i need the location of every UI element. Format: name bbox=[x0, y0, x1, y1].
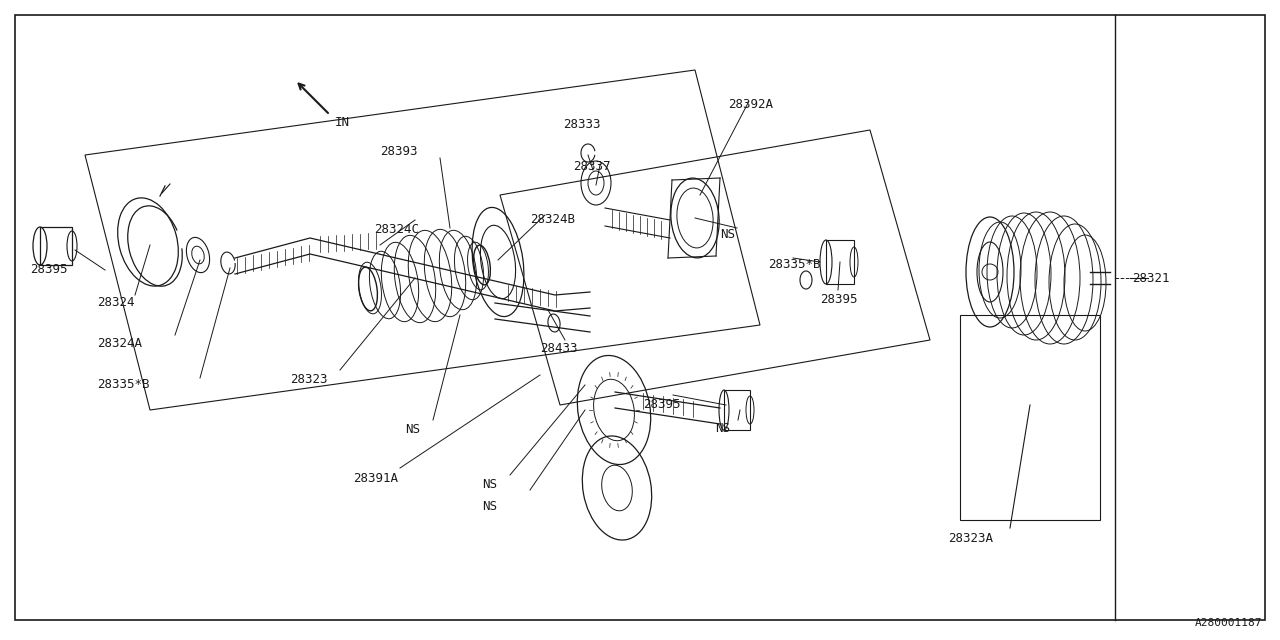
Text: 28324C: 28324C bbox=[374, 223, 419, 236]
Text: 28324A: 28324A bbox=[97, 337, 142, 350]
Text: 28335*B: 28335*B bbox=[97, 378, 150, 391]
Text: 28337: 28337 bbox=[573, 160, 611, 173]
Text: 28323A: 28323A bbox=[948, 532, 993, 545]
Bar bbox=[724, 390, 750, 430]
Bar bbox=[826, 240, 854, 284]
Text: IN: IN bbox=[335, 116, 349, 129]
Text: 28393: 28393 bbox=[380, 145, 417, 158]
Text: 28323: 28323 bbox=[291, 373, 328, 386]
Text: NS: NS bbox=[716, 422, 730, 435]
Text: 28395: 28395 bbox=[643, 398, 681, 411]
Text: NS: NS bbox=[483, 478, 497, 491]
Text: 28395: 28395 bbox=[29, 263, 68, 276]
Text: 28391A: 28391A bbox=[353, 472, 398, 485]
Text: 28335*B: 28335*B bbox=[768, 258, 820, 271]
Text: 28433: 28433 bbox=[540, 342, 577, 355]
Text: 28321: 28321 bbox=[1132, 271, 1170, 285]
Text: 28392A: 28392A bbox=[728, 98, 773, 111]
Text: 28333: 28333 bbox=[563, 118, 600, 131]
Text: 28395: 28395 bbox=[820, 293, 858, 306]
Text: NS: NS bbox=[483, 500, 497, 513]
Bar bbox=[40, 227, 72, 265]
Text: 28324: 28324 bbox=[97, 296, 134, 309]
Bar bbox=[960, 315, 1100, 520]
Text: NS: NS bbox=[719, 228, 735, 241]
Text: NS: NS bbox=[404, 423, 420, 436]
Text: A280001187: A280001187 bbox=[1194, 618, 1262, 628]
Text: 28324B: 28324B bbox=[530, 213, 575, 226]
